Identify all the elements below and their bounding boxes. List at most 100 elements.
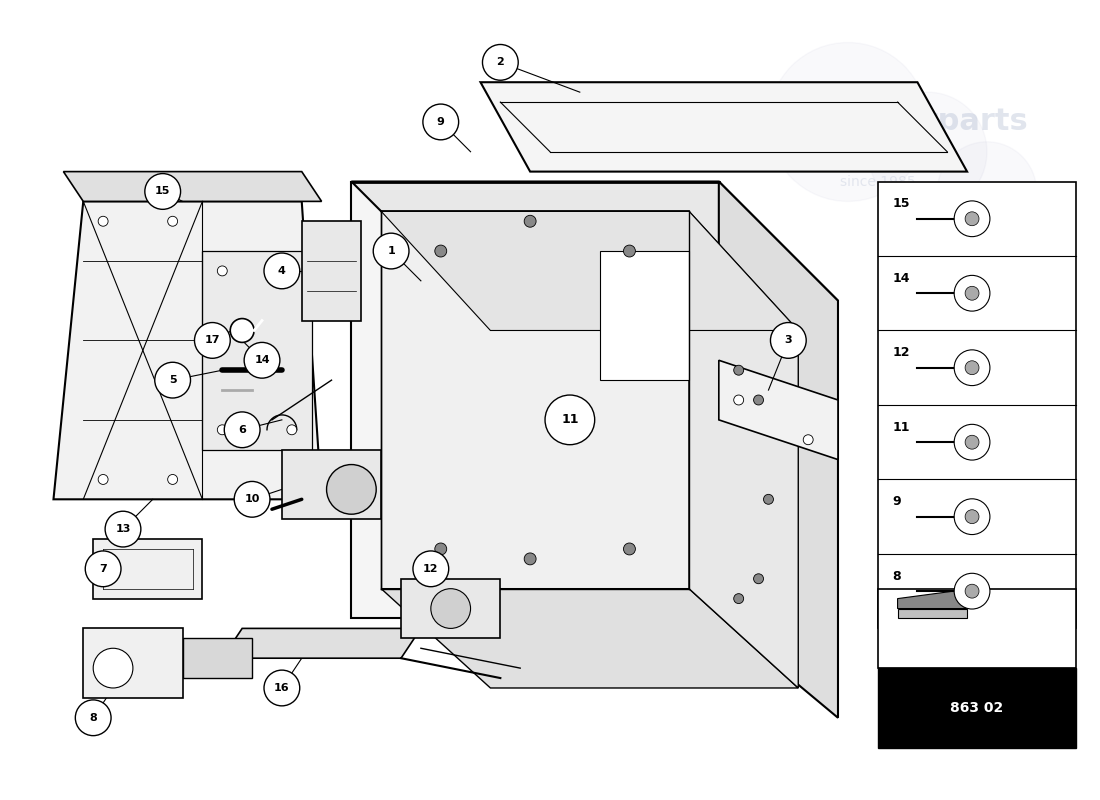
Circle shape xyxy=(754,395,763,405)
Circle shape xyxy=(431,589,471,629)
Circle shape xyxy=(327,465,376,514)
Circle shape xyxy=(624,543,636,555)
Text: 15: 15 xyxy=(155,186,170,197)
Circle shape xyxy=(954,350,990,386)
Circle shape xyxy=(264,253,299,289)
Text: 2: 2 xyxy=(496,58,504,67)
Circle shape xyxy=(954,574,990,609)
Circle shape xyxy=(965,435,979,449)
Polygon shape xyxy=(183,638,252,678)
Circle shape xyxy=(195,322,230,358)
Circle shape xyxy=(230,318,254,342)
Circle shape xyxy=(234,482,270,517)
Circle shape xyxy=(734,594,744,603)
Polygon shape xyxy=(94,539,202,598)
Text: a passion for parts since 1985: a passion for parts since 1985 xyxy=(409,433,631,526)
Text: 5: 5 xyxy=(168,375,176,385)
Polygon shape xyxy=(689,211,799,688)
Circle shape xyxy=(483,45,518,80)
Circle shape xyxy=(94,648,133,688)
Circle shape xyxy=(937,142,1036,241)
Circle shape xyxy=(965,510,979,524)
Polygon shape xyxy=(718,182,838,718)
Circle shape xyxy=(965,584,979,598)
Circle shape xyxy=(803,434,813,445)
Circle shape xyxy=(965,212,979,226)
Text: 3: 3 xyxy=(784,335,792,346)
Text: 9: 9 xyxy=(437,117,444,127)
Polygon shape xyxy=(351,182,718,618)
Text: 12: 12 xyxy=(424,564,439,574)
Polygon shape xyxy=(718,360,838,459)
Circle shape xyxy=(373,233,409,269)
Text: 8: 8 xyxy=(89,713,97,722)
Circle shape xyxy=(954,424,990,460)
Circle shape xyxy=(734,395,744,405)
Circle shape xyxy=(86,551,121,586)
Circle shape xyxy=(167,216,177,226)
Polygon shape xyxy=(301,222,361,321)
Circle shape xyxy=(769,42,927,202)
Circle shape xyxy=(954,499,990,534)
Circle shape xyxy=(145,174,180,210)
Circle shape xyxy=(624,245,636,257)
Text: 17: 17 xyxy=(205,335,220,346)
Text: 9: 9 xyxy=(892,495,901,508)
Polygon shape xyxy=(64,171,321,202)
Circle shape xyxy=(167,474,177,485)
Circle shape xyxy=(412,551,449,586)
Text: 1: 1 xyxy=(387,246,395,256)
Text: 11: 11 xyxy=(892,421,910,434)
Polygon shape xyxy=(898,609,967,618)
Text: 15: 15 xyxy=(892,198,910,210)
Circle shape xyxy=(98,474,108,485)
Text: 6: 6 xyxy=(239,425,246,434)
Circle shape xyxy=(264,670,299,706)
Text: 8: 8 xyxy=(892,570,901,582)
Polygon shape xyxy=(382,211,689,589)
Text: 7: 7 xyxy=(99,564,107,574)
Circle shape xyxy=(763,494,773,504)
Text: 12: 12 xyxy=(892,346,910,359)
Polygon shape xyxy=(481,82,967,171)
Circle shape xyxy=(954,201,990,237)
Text: 4: 4 xyxy=(278,266,286,276)
Circle shape xyxy=(218,425,228,434)
Circle shape xyxy=(734,366,744,375)
Circle shape xyxy=(434,543,447,555)
Text: 10: 10 xyxy=(244,494,260,504)
Circle shape xyxy=(965,286,979,300)
Text: since 1985: since 1985 xyxy=(840,174,915,189)
Polygon shape xyxy=(351,182,838,301)
Circle shape xyxy=(75,700,111,736)
Circle shape xyxy=(965,361,979,374)
Polygon shape xyxy=(382,589,799,688)
Circle shape xyxy=(544,395,595,445)
Polygon shape xyxy=(84,629,183,698)
Polygon shape xyxy=(222,629,421,658)
Circle shape xyxy=(98,216,108,226)
Circle shape xyxy=(155,362,190,398)
Polygon shape xyxy=(898,590,967,609)
Text: 863 02: 863 02 xyxy=(950,701,1003,715)
Bar xyxy=(878,182,1076,629)
Circle shape xyxy=(218,266,228,276)
Circle shape xyxy=(244,342,279,378)
Circle shape xyxy=(770,322,806,358)
Circle shape xyxy=(422,104,459,140)
Bar xyxy=(878,589,1076,668)
Text: 16: 16 xyxy=(274,683,289,693)
Circle shape xyxy=(754,574,763,584)
Polygon shape xyxy=(382,211,799,330)
Circle shape xyxy=(434,245,447,257)
Circle shape xyxy=(287,266,297,276)
Text: 14: 14 xyxy=(892,272,910,285)
Text: 13: 13 xyxy=(116,524,131,534)
Polygon shape xyxy=(282,450,382,519)
Text: 14: 14 xyxy=(254,355,270,366)
Bar xyxy=(878,668,1076,747)
Circle shape xyxy=(525,553,536,565)
Circle shape xyxy=(868,92,987,211)
Circle shape xyxy=(525,215,536,227)
Text: eurocarparts: eurocarparts xyxy=(390,290,769,470)
